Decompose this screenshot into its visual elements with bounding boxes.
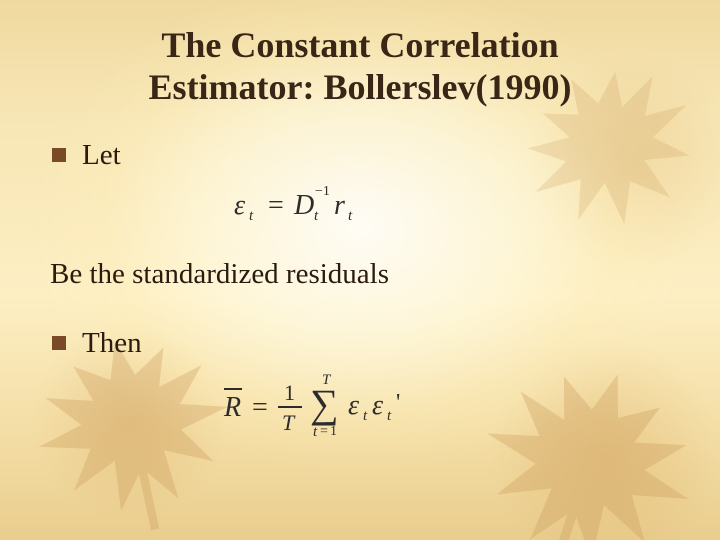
eq1-equals: = [268, 190, 284, 222]
eq2-frac-num: 1 [284, 380, 295, 406]
eq2-sum-lo-eq: = [320, 424, 328, 440]
eq2-sum-lo-1: 1 [330, 424, 337, 440]
bullet-text-let: Let [82, 139, 121, 172]
slide: The Constant Correlation Estimator: Boll… [0, 0, 720, 540]
eq2-eps1-sub: t [363, 408, 367, 425]
eq1-eps-sub: t [249, 208, 253, 225]
equation-2: R = 1 T T ∑ t = 1 ε t ε t ' [222, 374, 676, 452]
bullet-icon [52, 336, 66, 350]
eq1-D: D [294, 190, 314, 222]
title-line-1: The Constant Correlation [161, 25, 558, 65]
eq2-sum: ∑ [310, 380, 339, 427]
eq2-equals: = [252, 392, 268, 424]
eq2-prime: ' [396, 390, 400, 417]
bullet-row-then: Then [52, 327, 676, 360]
eq2-sum-lo-t: t [313, 424, 317, 441]
eq2-eps2-sub: t [387, 408, 391, 425]
plain-text: Be the standardized residuals [50, 258, 676, 291]
title-line-2: Estimator: Bollerslev(1990) [149, 67, 572, 107]
equation-1: ε t = D t −1 r t [234, 186, 676, 228]
eq1-eps: ε [234, 190, 245, 222]
eq2-eps1: ε [348, 390, 359, 422]
eq1-D-sub: t [314, 208, 318, 225]
slide-title: The Constant Correlation Estimator: Boll… [44, 24, 676, 109]
eq2-frac-bar [278, 406, 302, 408]
eq1-r-sub: t [348, 208, 352, 225]
eq1-D-sup: −1 [315, 184, 330, 200]
eq2-eps2: ε [372, 390, 383, 422]
eq2-Rbar-bar [224, 388, 242, 390]
eq2-frac-den: T [282, 410, 294, 436]
bullet-row-let: Let [52, 139, 676, 172]
bullet-text-then: Then [82, 327, 142, 360]
eq2-R: R [224, 392, 241, 424]
bullet-icon [52, 148, 66, 162]
eq1-r: r [334, 190, 345, 222]
